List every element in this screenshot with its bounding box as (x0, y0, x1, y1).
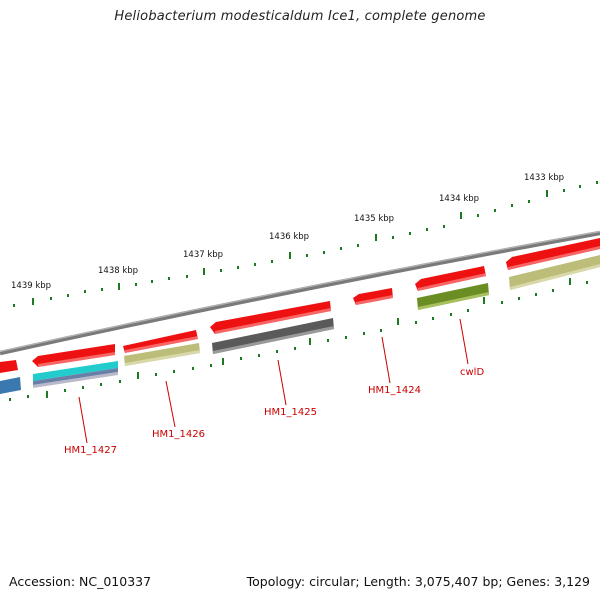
topology-text: Topology: circular; Length: 3,075,407 bp… (246, 574, 590, 589)
gene-block-olive-right-shade (510, 264, 600, 290)
genome-backbone-highlight (0, 230, 600, 353)
gene-arrow[interactable] (0, 360, 18, 373)
label-leaders (78, 318, 469, 444)
gene-label-hm1-1426[interactable]: HM1_1426 (152, 429, 205, 440)
gene-block-darkolive-shade (418, 292, 489, 310)
gene-block-cyan-shade (33, 368, 118, 385)
gene-label-cwld[interactable]: cwlD (460, 367, 484, 378)
map-title: Heliobacterium modesticaldum Ice1, compl… (114, 9, 486, 24)
kbp-label-1437: 1437 kbp (183, 250, 223, 260)
accession-text: Accession: NC_010337 (9, 574, 152, 589)
gene-arrow[interactable] (506, 238, 600, 270)
kbp-label-1433: 1433 kbp (524, 173, 564, 183)
kbp-label-1439: 1439 kbp (11, 281, 51, 291)
gene-arrow[interactable] (32, 344, 115, 367)
outer-ruler (13, 181, 598, 307)
gene-block-blue[interactable] (0, 377, 21, 394)
gene-block-olive-shade (125, 350, 200, 366)
gene-arrow[interactable] (210, 301, 331, 334)
inner-ruler (9, 278, 588, 401)
gene-block-cyan[interactable] (33, 361, 118, 381)
kbp-label-1434: 1434 kbp (439, 194, 479, 204)
forward-strand-shading (38, 246, 600, 367)
genome-backbone (0, 230, 600, 356)
gene-label-hm1-1427[interactable]: HM1_1427 (64, 445, 117, 456)
kbp-label-1436: 1436 kbp (269, 232, 309, 242)
forward-strand-genes (0, 238, 600, 373)
kbp-label-1438: 1438 kbp (98, 266, 138, 276)
gene-label-hm1-1424[interactable]: HM1_1424 (368, 385, 421, 396)
secondary-track-genes (0, 255, 600, 394)
gene-block-cyan-shade-2 (33, 372, 118, 388)
gene-block-darkolive[interactable] (417, 283, 489, 310)
kbp-label-1435: 1435 kbp (354, 214, 394, 224)
gene-block-olive-right[interactable] (509, 255, 600, 290)
gene-label-hm1-1425[interactable]: HM1_1425 (264, 407, 317, 418)
gene-block-gray-shade (213, 326, 334, 354)
